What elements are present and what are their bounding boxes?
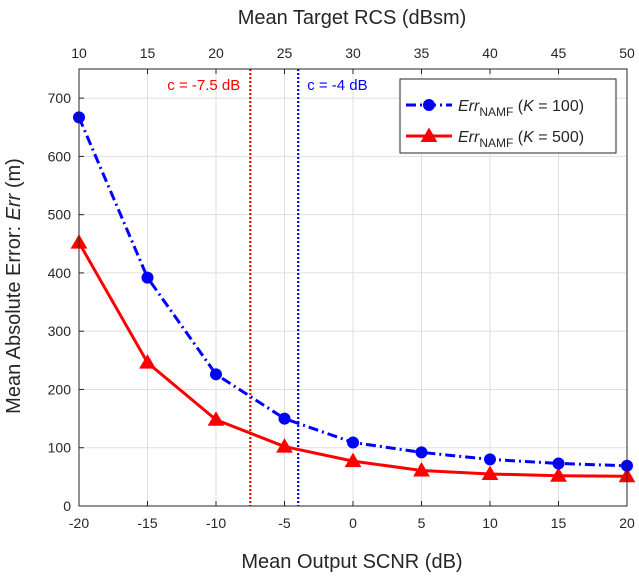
x-tick-label: -15 xyxy=(137,515,157,531)
legend: ErrNAMF (K = 100)ErrNAMF (K = 500) xyxy=(399,78,617,154)
data-point xyxy=(207,411,225,426)
x-top-tick-label: 30 xyxy=(345,45,361,61)
x-axis-title: Mean Output SCNR (dB) xyxy=(241,551,462,573)
data-point xyxy=(276,438,293,453)
y-axis-title-suffix: (m) xyxy=(3,158,25,194)
x-top-tick-label: 35 xyxy=(414,45,430,61)
legend-label-value: = 500) xyxy=(534,129,584,146)
y-tick-label: 200 xyxy=(48,381,72,397)
x-top-tick-label: 50 xyxy=(619,45,635,61)
x-tick-label: -10 xyxy=(206,515,226,531)
data-point xyxy=(210,368,222,381)
data-point xyxy=(141,271,154,284)
y-axis-title-prefix: Mean Absolute Error: xyxy=(3,220,25,413)
data-point xyxy=(278,412,291,425)
y-tick-label: 300 xyxy=(48,323,72,339)
legend-label-subscript: NAMF xyxy=(479,136,513,150)
ticks: -2010-1515-1020-525030535104015452050010… xyxy=(48,45,635,531)
reference-line-label: c = -4 dB xyxy=(307,77,367,94)
x-top-tick-label: 15 xyxy=(140,45,156,61)
legend-label-value: = 100) xyxy=(534,98,584,115)
legend-label-subscript: NAMF xyxy=(479,105,513,119)
y-tick-label: 0 xyxy=(63,498,71,514)
x-tick-label: -5 xyxy=(278,515,291,531)
y-axis-title: Mean Absolute Error: Err (m) xyxy=(3,158,25,414)
x-tick-label: 10 xyxy=(482,515,498,531)
x-top-tick-label: 45 xyxy=(551,45,567,61)
x-tick-label: 15 xyxy=(551,515,567,531)
legend-label: ErrNAMF (K = 500) xyxy=(458,129,584,150)
legend-label-param: K xyxy=(523,129,535,146)
top-axis-title: Mean Target RCS (dBsm) xyxy=(238,7,467,29)
legend-marker xyxy=(423,99,435,111)
legend-label-param: K xyxy=(523,98,535,115)
x-tick-label: 20 xyxy=(619,515,635,531)
legend-label-paren: ( xyxy=(513,98,523,115)
y-tick-label: 700 xyxy=(48,90,72,106)
data-point xyxy=(413,461,430,477)
y-tick-label: 600 xyxy=(48,148,72,164)
x-top-tick-label: 25 xyxy=(277,45,293,61)
series xyxy=(70,234,636,483)
data-point xyxy=(550,467,567,482)
reference-line-label: c = -7.5 dB xyxy=(167,77,240,94)
y-axis-title-variable: Err xyxy=(3,192,25,220)
x-tick-label: 0 xyxy=(349,515,357,531)
data-point xyxy=(481,465,499,480)
legend-label-main: Err xyxy=(458,129,480,146)
data-point xyxy=(139,354,156,369)
legend-marker xyxy=(420,127,438,142)
y-tick-label: 500 xyxy=(48,207,72,223)
y-tick-label: 100 xyxy=(48,440,72,456)
y-tick-label: 400 xyxy=(48,265,72,281)
x-tick-label: 5 xyxy=(418,515,426,531)
data-point xyxy=(344,452,362,468)
x-top-tick-label: 40 xyxy=(482,45,498,61)
data-point xyxy=(415,446,428,459)
series-group xyxy=(70,111,636,483)
data-point xyxy=(347,436,359,449)
legend-label: ErrNAMF (K = 100) xyxy=(458,98,584,119)
data-point xyxy=(552,457,565,470)
legend-label-main: Err xyxy=(458,98,480,115)
x-tick-label: -20 xyxy=(69,515,89,531)
data-point xyxy=(484,453,496,466)
x-top-tick-label: 10 xyxy=(71,45,87,61)
x-top-tick-label: 20 xyxy=(208,45,224,61)
legend-label-paren: ( xyxy=(513,129,523,146)
